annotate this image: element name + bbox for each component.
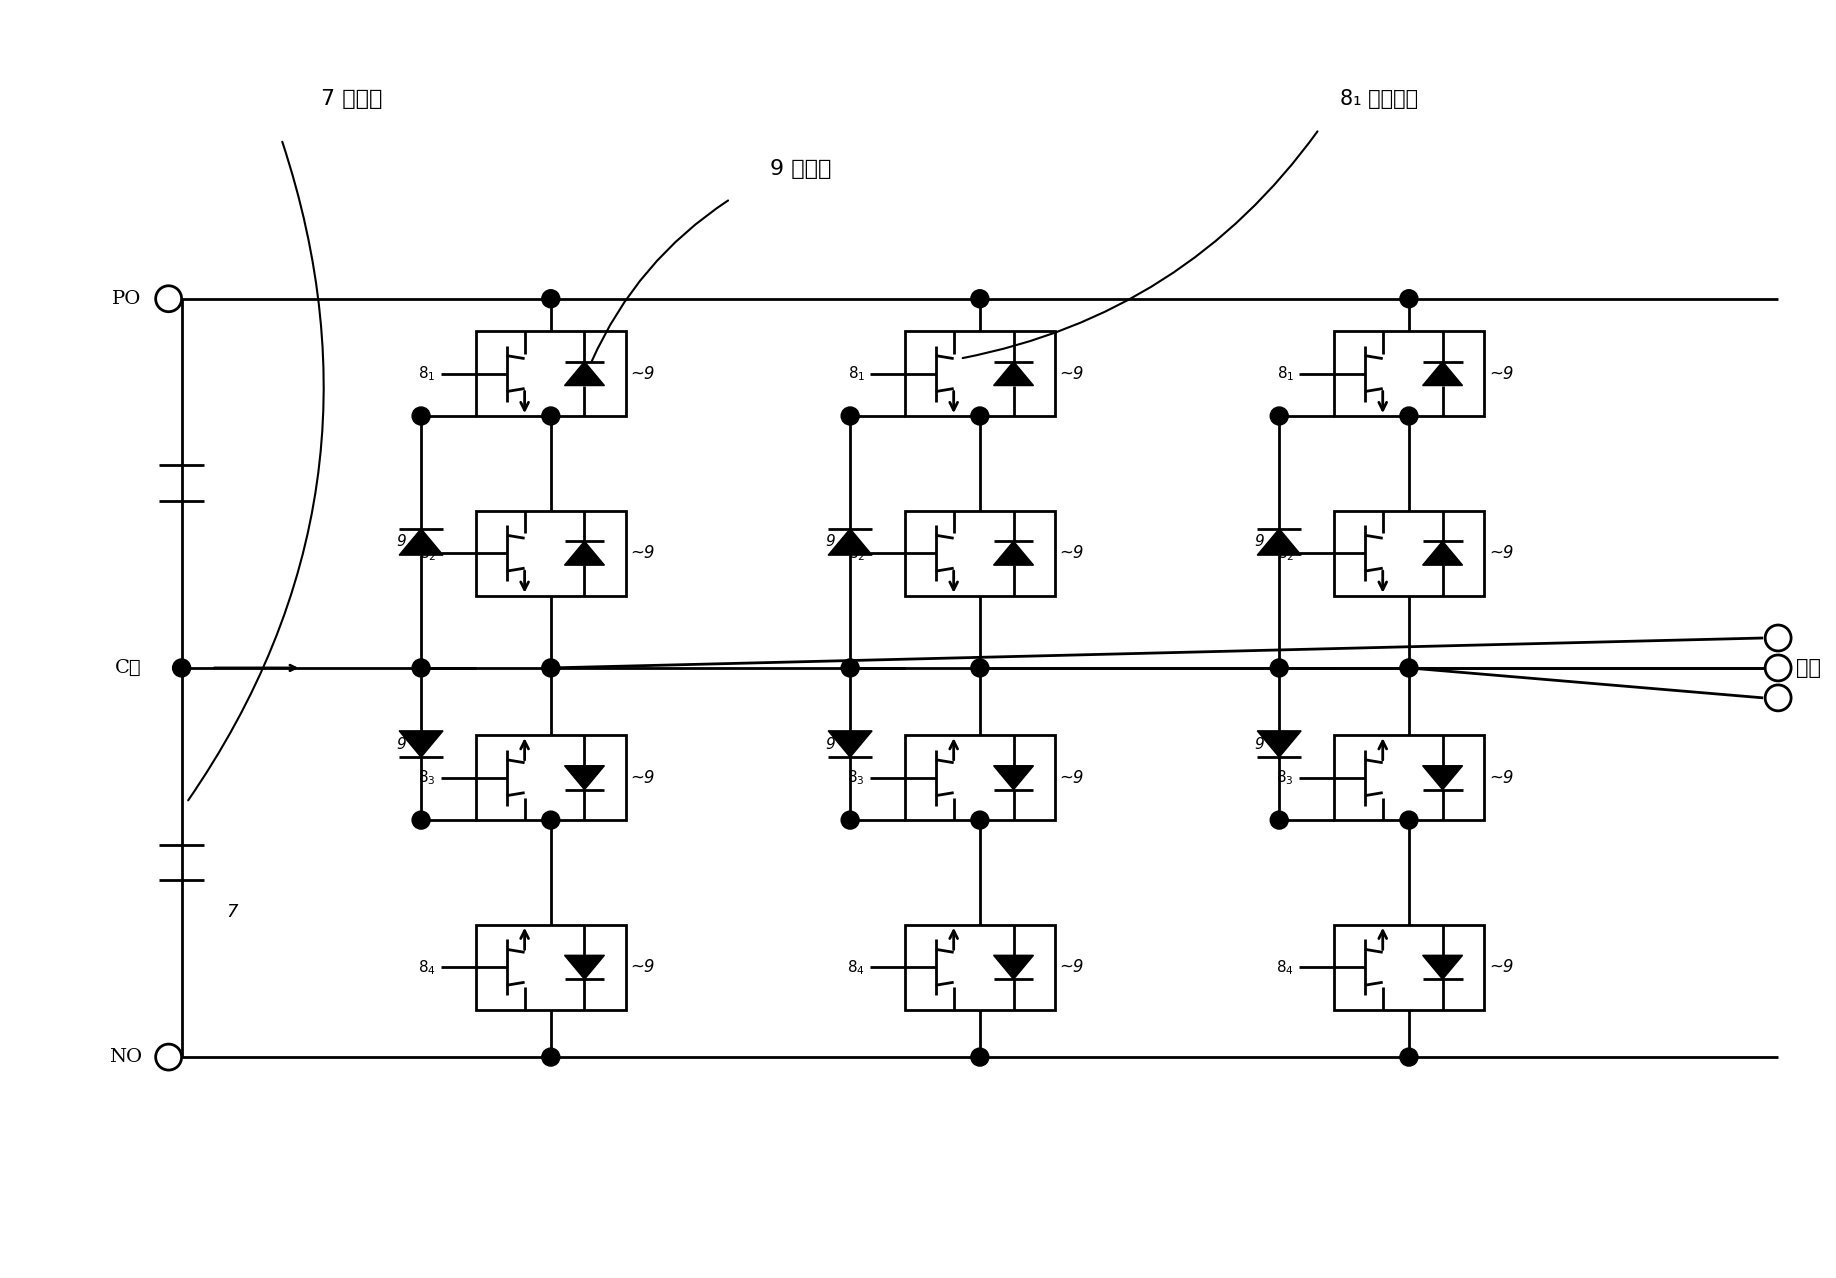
Polygon shape	[1423, 956, 1463, 979]
Polygon shape	[398, 731, 442, 757]
Text: ~9: ~9	[630, 768, 655, 787]
Circle shape	[1401, 812, 1417, 829]
Polygon shape	[564, 766, 604, 790]
Polygon shape	[564, 362, 604, 386]
Text: $8_3$: $8_3$	[1276, 768, 1294, 787]
Circle shape	[841, 659, 859, 677]
Text: C点: C点	[116, 659, 141, 677]
Polygon shape	[564, 541, 604, 565]
Circle shape	[542, 812, 560, 829]
Bar	[1335, 735, 1483, 820]
Circle shape	[1271, 406, 1289, 426]
Text: ~9: ~9	[1059, 364, 1085, 382]
Text: 9: 9	[1254, 736, 1265, 751]
Circle shape	[1271, 659, 1289, 677]
Circle shape	[971, 290, 990, 308]
Text: ~9: ~9	[1489, 544, 1513, 562]
Polygon shape	[1423, 541, 1463, 565]
Text: 9: 9	[397, 736, 406, 751]
Circle shape	[1764, 685, 1792, 711]
Polygon shape	[564, 956, 604, 979]
Text: 7: 7	[226, 904, 239, 921]
Polygon shape	[398, 529, 442, 555]
Bar	[476, 511, 626, 596]
Bar	[905, 735, 1054, 820]
Circle shape	[1764, 654, 1792, 681]
Polygon shape	[1423, 766, 1463, 790]
Text: 8₁ 开关元件: 8₁ 开关元件	[1340, 89, 1417, 109]
Text: ~9: ~9	[630, 364, 655, 382]
Text: 9 二极管: 9 二极管	[769, 158, 832, 179]
Polygon shape	[993, 766, 1034, 790]
Text: 9: 9	[397, 534, 406, 550]
Polygon shape	[1423, 362, 1463, 386]
Circle shape	[841, 406, 859, 426]
Circle shape	[971, 659, 990, 677]
Text: ~9: ~9	[1489, 364, 1513, 382]
Bar	[476, 925, 626, 1010]
Text: 9: 9	[826, 534, 835, 550]
Bar	[476, 735, 626, 820]
Circle shape	[1401, 290, 1417, 308]
Text: ~9: ~9	[630, 544, 655, 562]
Text: $8_2$: $8_2$	[848, 544, 865, 562]
Circle shape	[841, 812, 859, 829]
Polygon shape	[993, 541, 1034, 565]
Circle shape	[1401, 1048, 1417, 1066]
Text: $8_1$: $8_1$	[1276, 364, 1294, 383]
Text: ~9: ~9	[1059, 544, 1085, 562]
Bar	[1335, 511, 1483, 596]
Text: $8_4$: $8_4$	[846, 958, 865, 976]
Polygon shape	[1258, 731, 1302, 757]
Text: ~9: ~9	[1059, 768, 1085, 787]
Text: 7 电容器: 7 电容器	[321, 89, 382, 109]
Text: 输出: 输出	[1796, 658, 1821, 677]
Text: 9: 9	[826, 736, 835, 751]
Circle shape	[542, 406, 560, 426]
Polygon shape	[828, 731, 872, 757]
Circle shape	[971, 1048, 990, 1066]
Text: $8_2$: $8_2$	[1276, 544, 1294, 562]
Text: $8_4$: $8_4$	[419, 958, 435, 976]
Bar	[905, 925, 1054, 1010]
Circle shape	[411, 659, 430, 677]
Circle shape	[1401, 659, 1417, 677]
Polygon shape	[993, 362, 1034, 386]
Circle shape	[1401, 406, 1417, 426]
Circle shape	[542, 1048, 560, 1066]
Bar	[905, 331, 1054, 415]
Text: ~9: ~9	[1059, 958, 1085, 976]
Text: PO: PO	[112, 290, 141, 308]
Circle shape	[173, 659, 191, 677]
Circle shape	[971, 406, 990, 426]
Circle shape	[1764, 625, 1792, 651]
Text: ~9: ~9	[1489, 958, 1513, 976]
Circle shape	[156, 1044, 182, 1070]
Circle shape	[1271, 812, 1289, 829]
Polygon shape	[828, 529, 872, 555]
Bar	[1335, 925, 1483, 1010]
Circle shape	[411, 812, 430, 829]
Text: $8_1$: $8_1$	[419, 364, 435, 383]
Polygon shape	[1258, 529, 1302, 555]
Text: 9: 9	[1254, 534, 1265, 550]
Bar	[905, 511, 1054, 596]
Text: $8_3$: $8_3$	[419, 768, 435, 787]
Text: $8_3$: $8_3$	[848, 768, 865, 787]
Bar	[1335, 331, 1483, 415]
Circle shape	[542, 659, 560, 677]
Circle shape	[411, 406, 430, 426]
Circle shape	[542, 290, 560, 308]
Circle shape	[971, 812, 990, 829]
Text: ~9: ~9	[1489, 768, 1513, 787]
Text: $8_2$: $8_2$	[419, 544, 435, 562]
Text: ~9: ~9	[630, 958, 655, 976]
Text: NO: NO	[108, 1048, 141, 1066]
Circle shape	[156, 286, 182, 312]
Polygon shape	[993, 956, 1034, 979]
Text: $8_4$: $8_4$	[1276, 958, 1294, 976]
Text: $8_1$: $8_1$	[848, 364, 865, 383]
Bar	[476, 331, 626, 415]
